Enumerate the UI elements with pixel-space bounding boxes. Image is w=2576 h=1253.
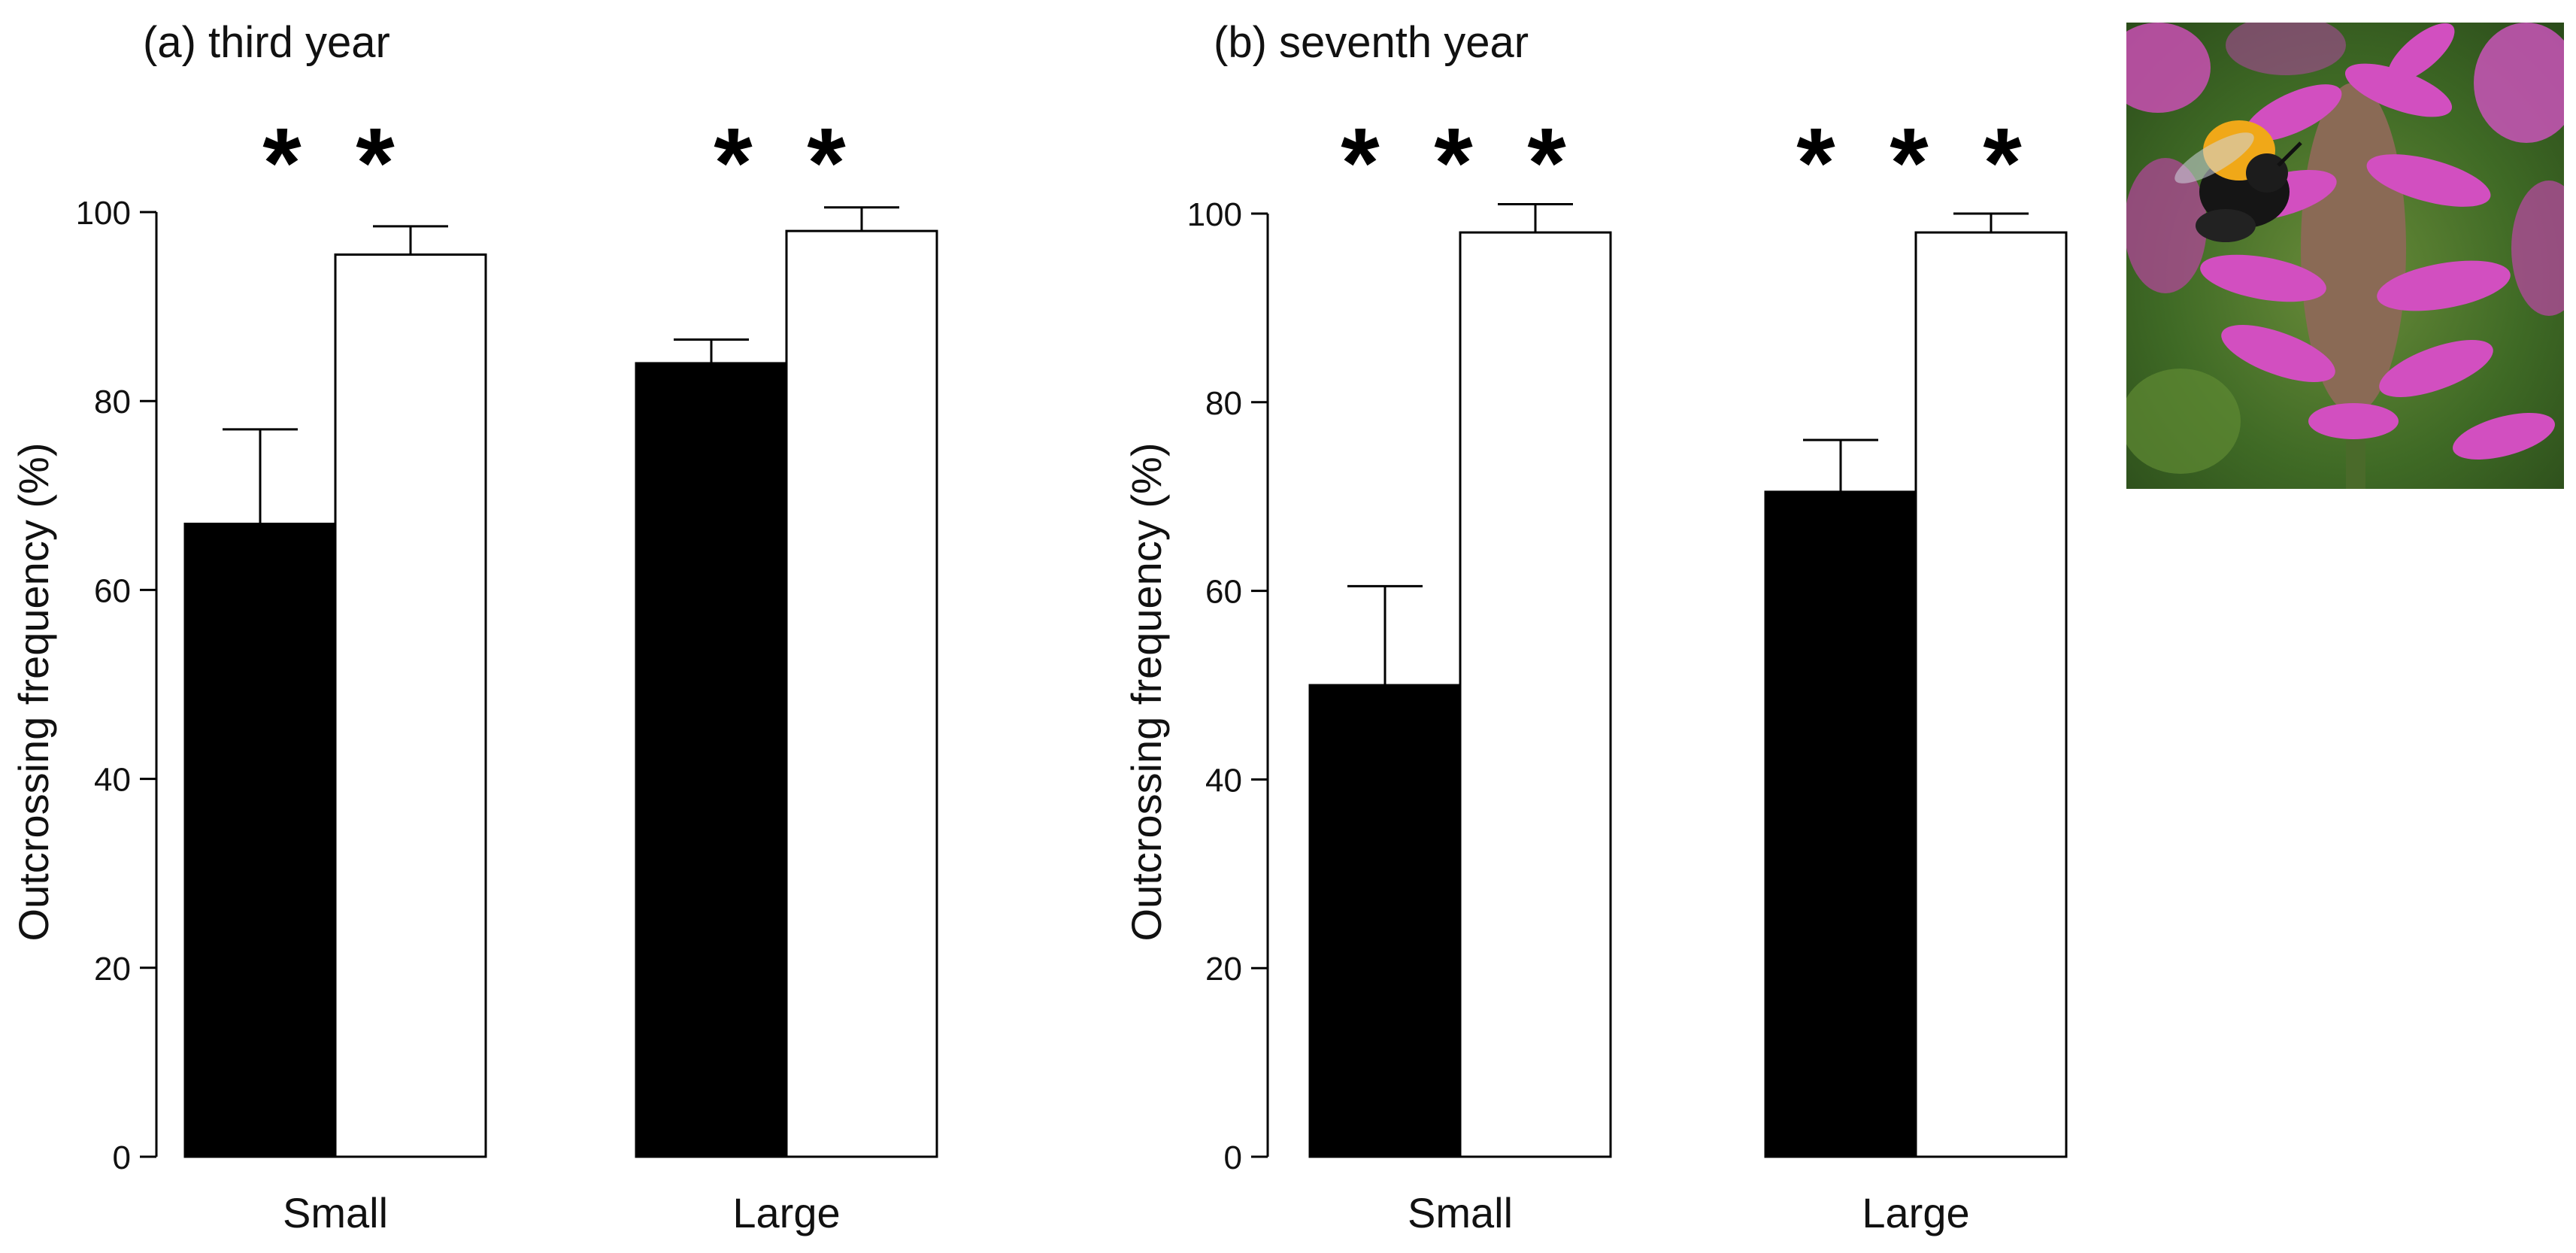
panel-b-y-tick-label-80: 80 — [1205, 385, 1242, 422]
panel-b-bars — [1308, 202, 2068, 1158]
panel-b-y-axis-label: Outcrossing frequency (%) — [1123, 443, 1170, 942]
panel-a-y-tick-label-20: 20 — [94, 951, 131, 988]
panel-a-bar-large-black — [635, 362, 788, 1158]
panel-b-seventh-year: (b) seventh year Outcrossing frequency (… — [1123, 18, 2068, 1236]
panel-a-y-tick-label-80: 80 — [94, 384, 131, 420]
panel-a-y-tick-label-40: 40 — [94, 762, 131, 799]
panel-b-y-axis: 0 20 40 60 80 100 — [1187, 196, 1269, 1176]
panel-b-y-tick-label-20: 20 — [1205, 951, 1242, 988]
panel-a-y-tick-label-100: 100 — [76, 195, 131, 232]
panel-a-y-axis-label: Outcrossing frequency (%) — [10, 443, 57, 942]
panel-b-y-tick-label-40: 40 — [1205, 762, 1242, 799]
panel-b-bar-small-black — [1308, 684, 1462, 1158]
panel-b-y-tick-label-60: 60 — [1205, 574, 1242, 611]
panel-a-y-tick-label-0: 0 — [113, 1139, 131, 1176]
panel-b-significance-small: * * * — [1341, 108, 1579, 218]
panel-b-y-tick-label-100: 100 — [1187, 196, 1242, 233]
panel-a-y-axis: 0 20 40 60 80 100 — [76, 195, 158, 1176]
panel-a-bars — [183, 206, 938, 1158]
panel-a-bar-small-black — [183, 522, 337, 1158]
panel-a-title: (a) third year — [143, 18, 390, 67]
panel-b-category-small: Small — [1408, 1189, 1513, 1236]
panel-b-significance-large: * * * — [1796, 108, 2035, 218]
panel-b-category-large: Large — [1862, 1189, 1969, 1236]
panel-a-y-tick-label-60: 60 — [94, 572, 131, 609]
panel-a-category-large: Large — [732, 1189, 840, 1236]
panel-b-title: (b) seventh year — [1214, 18, 1529, 67]
panel-b-y-tick-label-0: 0 — [1224, 1139, 1242, 1176]
panel-a-bar-large-white — [785, 229, 938, 1158]
panel-a-significance-large: * * — [714, 108, 859, 218]
panel-a-third-year: (a) third year Outcrossing frequency (%)… — [10, 18, 938, 1236]
bumblebee-flower-photo — [2126, 23, 2564, 489]
panel-a-category-small: Small — [283, 1189, 388, 1236]
panel-b-bar-large-black — [1764, 490, 1917, 1158]
panel-b-bar-small-white — [1459, 231, 1612, 1158]
panel-b-bar-large-white — [1914, 231, 2068, 1158]
bumblebee — [2174, 120, 2302, 242]
panel-a-significance-small: * * — [262, 108, 408, 218]
panel-a-bar-small-white — [334, 253, 487, 1158]
